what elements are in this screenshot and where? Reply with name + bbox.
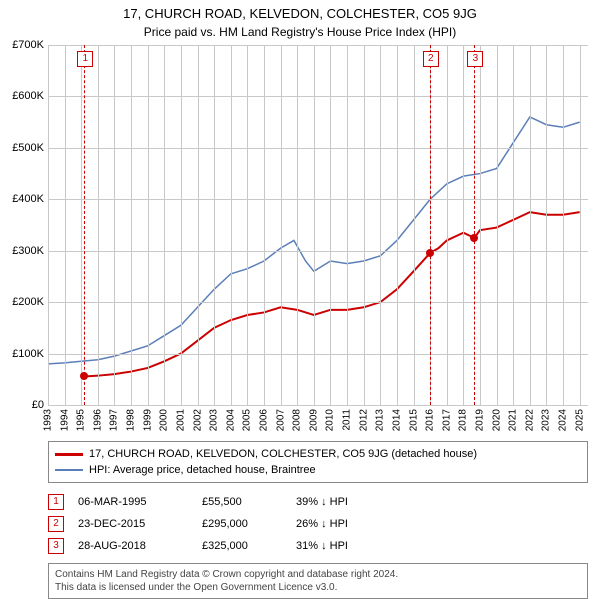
x-tick-label: 2009 — [308, 409, 319, 431]
x-tick-label: 1998 — [126, 409, 137, 431]
x-tick-label: 2021 — [508, 409, 519, 431]
x-tick-label: 2024 — [558, 409, 569, 431]
transaction-marker: 1 — [48, 494, 64, 510]
x-tick-label: 1996 — [92, 409, 103, 431]
x-tick-label: 1997 — [109, 409, 120, 431]
x-tick-label: 2007 — [275, 409, 286, 431]
y-tick-label: £200K — [12, 296, 44, 308]
x-tick-label: 2017 — [441, 409, 452, 431]
x-tick-label: 2016 — [425, 409, 436, 431]
x-tick-label: 2010 — [325, 409, 336, 431]
legend-swatch — [55, 469, 83, 471]
y-tick-label: £400K — [12, 193, 44, 205]
x-tick-label: 2003 — [209, 409, 220, 431]
transaction-price: £325,000 — [202, 540, 282, 552]
x-tick-label: 2020 — [491, 409, 502, 431]
x-tick-label: 1993 — [43, 409, 54, 431]
chart-marker-dot — [470, 234, 478, 242]
transactions-table: 1 06-MAR-1995 £55,500 39% ↓ HPI 2 23-DEC… — [48, 491, 588, 557]
chart-marker-label: 2 — [423, 51, 439, 67]
transaction-price: £295,000 — [202, 518, 282, 530]
x-tick-label: 1999 — [142, 409, 153, 431]
x-tick-label: 2004 — [225, 409, 236, 431]
x-tick-label: 2001 — [175, 409, 186, 431]
x-tick-label: 2008 — [292, 409, 303, 431]
y-tick-label: £300K — [12, 245, 44, 257]
legend-label: 17, CHURCH ROAD, KELVEDON, COLCHESTER, C… — [89, 448, 477, 460]
chart-svg — [48, 45, 588, 405]
transaction-date: 23-DEC-2015 — [78, 518, 188, 530]
transaction-price: £55,500 — [202, 496, 282, 508]
x-tick-label: 2023 — [541, 409, 552, 431]
chart-marker-dot — [80, 372, 88, 380]
transaction-pct: 39% ↓ HPI — [296, 496, 348, 508]
transaction-row: 1 06-MAR-1995 £55,500 39% ↓ HPI — [48, 491, 588, 513]
legend-item: 17, CHURCH ROAD, KELVEDON, COLCHESTER, C… — [55, 446, 581, 462]
y-tick-label: £500K — [12, 142, 44, 154]
footer-line: This data is licensed under the Open Gov… — [55, 581, 581, 594]
chart-marker-dot — [426, 249, 434, 257]
transaction-date: 06-MAR-1995 — [78, 496, 188, 508]
x-tick-label: 2018 — [458, 409, 469, 431]
x-tick-label: 2022 — [524, 409, 535, 431]
legend-swatch — [55, 453, 83, 456]
transaction-marker: 2 — [48, 516, 64, 532]
legend: 17, CHURCH ROAD, KELVEDON, COLCHESTER, C… — [48, 441, 588, 483]
transaction-row: 3 28-AUG-2018 £325,000 31% ↓ HPI — [48, 535, 588, 557]
x-tick-label: 2019 — [475, 409, 486, 431]
chart-title: 17, CHURCH ROAD, KELVEDON, COLCHESTER, C… — [0, 0, 600, 21]
y-tick-label: £100K — [12, 348, 44, 360]
y-tick-label: £700K — [12, 39, 44, 51]
transaction-pct: 26% ↓ HPI — [296, 518, 348, 530]
transaction-pct: 31% ↓ HPI — [296, 540, 348, 552]
footer-attribution: Contains HM Land Registry data © Crown c… — [48, 563, 588, 599]
y-tick-label: £600K — [12, 90, 44, 102]
x-tick-label: 2000 — [159, 409, 170, 431]
x-tick-label: 2006 — [259, 409, 270, 431]
chart-subtitle: Price paid vs. HM Land Registry's House … — [0, 21, 600, 45]
x-tick-label: 2015 — [408, 409, 419, 431]
legend-item: HPI: Average price, detached house, Brai… — [55, 462, 581, 478]
x-tick-label: 2014 — [391, 409, 402, 431]
chart-marker-label: 1 — [77, 51, 93, 67]
x-tick-label: 2005 — [242, 409, 253, 431]
legend-label: HPI: Average price, detached house, Brai… — [89, 464, 316, 476]
x-tick-label: 1995 — [76, 409, 87, 431]
x-tick-label: 2013 — [375, 409, 386, 431]
x-tick-label: 2011 — [342, 409, 353, 431]
x-tick-label: 1994 — [59, 409, 70, 431]
transaction-date: 28-AUG-2018 — [78, 540, 188, 552]
x-tick-label: 2012 — [358, 409, 369, 431]
transaction-marker: 3 — [48, 538, 64, 554]
x-tick-label: 2025 — [574, 409, 585, 431]
transaction-row: 2 23-DEC-2015 £295,000 26% ↓ HPI — [48, 513, 588, 535]
footer-line: Contains HM Land Registry data © Crown c… — [55, 568, 581, 581]
chart-plot-area: £0£100K£200K£300K£400K£500K£600K£700K199… — [48, 45, 588, 405]
x-tick-label: 2002 — [192, 409, 203, 431]
chart-marker-label: 3 — [467, 51, 483, 67]
